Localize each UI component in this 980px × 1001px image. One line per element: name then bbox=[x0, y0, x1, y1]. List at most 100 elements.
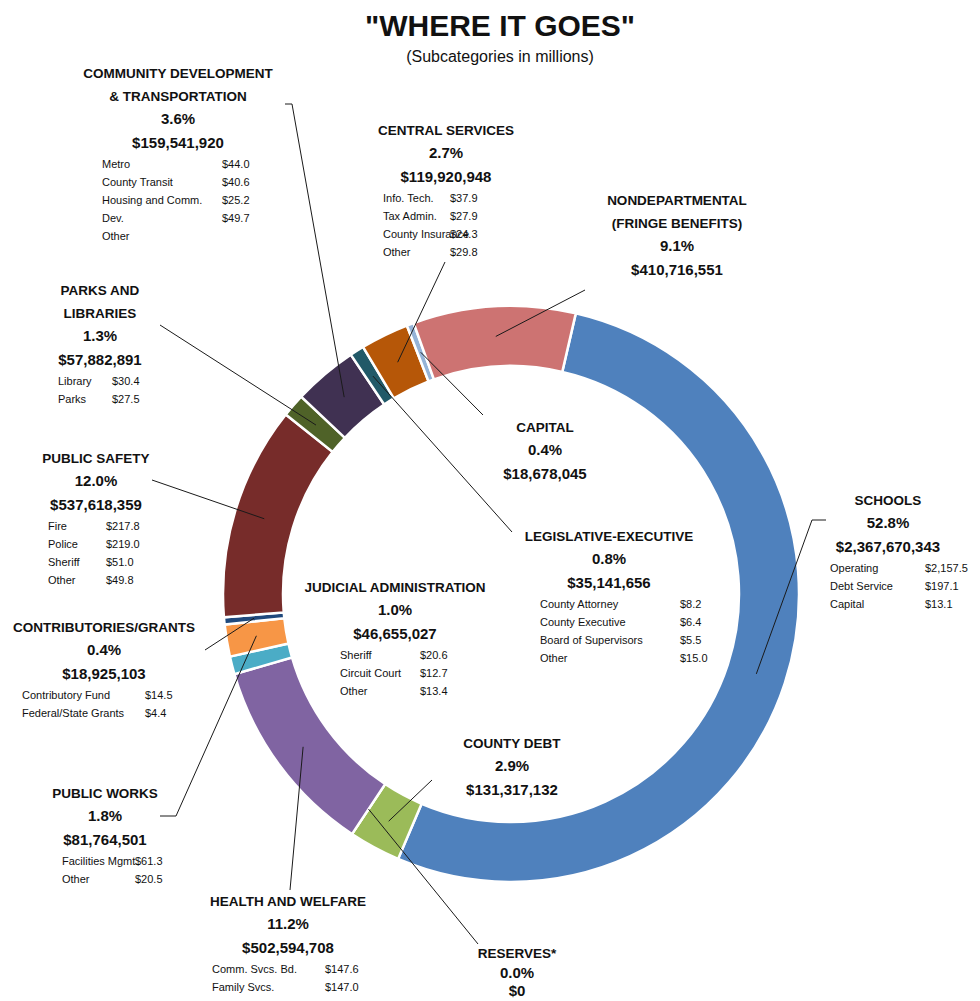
percent-label: 1.8% bbox=[88, 807, 122, 824]
amount-label: $537,618,359 bbox=[50, 496, 142, 513]
leader-line bbox=[421, 352, 483, 415]
subcategory-value: $14.5 bbox=[145, 689, 173, 701]
category-label: JUDICIAL ADMINISTRATION bbox=[304, 580, 485, 595]
amount-label: $119,920,948 bbox=[401, 168, 492, 185]
subcategory-value: $147.0 bbox=[325, 981, 359, 993]
category-label: PARKS AND LIBRARIES bbox=[61, 283, 140, 321]
leader-line bbox=[389, 780, 432, 821]
category-label: SCHOOLS bbox=[855, 493, 922, 508]
subcategory-value: $2,157.5 bbox=[925, 562, 968, 574]
category-label: HEALTH AND WELFARE bbox=[210, 894, 366, 909]
leader-line bbox=[756, 520, 826, 674]
amount-label: $35,141,656 bbox=[567, 574, 650, 591]
leader-lines bbox=[152, 104, 826, 944]
category-label: CONTRIBUTORIES/GRANTS bbox=[13, 620, 195, 635]
title: "WHERE IT GOES" bbox=[365, 9, 635, 42]
amount-label: $159,541,920 bbox=[132, 134, 224, 151]
leader-line bbox=[285, 104, 344, 397]
percent-label: 0.8% bbox=[592, 550, 626, 567]
subcategory-name: Library bbox=[58, 375, 92, 387]
slice bbox=[234, 657, 385, 834]
chart-svg: "WHERE IT GOES" (Subcategories in million… bbox=[0, 0, 980, 1001]
subcategory-name: Info. Tech. bbox=[383, 192, 434, 204]
donut bbox=[223, 306, 799, 882]
category-label: RESERVES* bbox=[478, 946, 557, 961]
category-label: COUNTY DEBT bbox=[463, 736, 561, 751]
category-label-line: PARKS AND bbox=[61, 283, 140, 298]
leader-line bbox=[398, 262, 445, 362]
subcategory-name: Other bbox=[540, 652, 568, 664]
subcategory-name: Contributory Fund bbox=[22, 689, 110, 701]
category-label: PUBLIC WORKS bbox=[52, 786, 158, 801]
subcategory-name: Parks bbox=[58, 393, 87, 405]
subcategory-value: $27.5 bbox=[112, 393, 140, 405]
percent-label: 11.2% bbox=[267, 915, 309, 932]
amount-label: $410,716,551 bbox=[631, 261, 723, 278]
amount-label: $18,925,103 bbox=[62, 665, 145, 682]
percent-label: 2.9% bbox=[495, 757, 529, 774]
subcategory-name: Operating bbox=[830, 562, 878, 574]
subcategory-value: $147.6 bbox=[325, 963, 359, 975]
subcategory-name: Metro bbox=[102, 158, 130, 170]
percent-label: 1.0% bbox=[378, 601, 412, 618]
subcategory-value: $219.0 bbox=[106, 538, 140, 550]
subcategory-name: Other bbox=[102, 230, 130, 242]
leader-line bbox=[160, 636, 256, 816]
subcategory-value: $49.7 bbox=[222, 212, 250, 224]
subcategory-value: $15.0 bbox=[680, 652, 708, 664]
subcategory-value: $30.4 bbox=[112, 375, 140, 387]
subcategory-value: $24.3 bbox=[450, 228, 478, 240]
subcategory-value: $44.0 bbox=[222, 158, 250, 170]
subcategory-name: Police bbox=[48, 538, 78, 550]
slice bbox=[398, 313, 799, 882]
subcategory-name: Family Svcs. bbox=[212, 981, 274, 993]
subcategory-name: Sheriff bbox=[48, 556, 81, 568]
category-label-line: COMMUNITY DEVELOPMENT bbox=[83, 66, 273, 81]
amount-label: $0 bbox=[509, 982, 526, 999]
leader-line bbox=[152, 480, 264, 519]
amount-label: $57,882,891 bbox=[58, 351, 141, 368]
leader-line bbox=[373, 376, 512, 532]
subcategory-name: County Transit bbox=[102, 176, 173, 188]
subcategory-value: $27.9 bbox=[450, 210, 478, 222]
subcategory-name: Comm. Svcs. Bd. bbox=[212, 963, 297, 975]
subcategory-value: $12.7 bbox=[420, 667, 448, 679]
subtitle: (Subcategories in millions) bbox=[406, 48, 594, 65]
subcategory-name: Other bbox=[383, 246, 411, 258]
percent-label: 0.0% bbox=[500, 964, 534, 981]
subcategory-name: Board of Supervisors bbox=[540, 634, 643, 646]
subcategory-name: Tax Admin. bbox=[383, 210, 437, 222]
percent-label: 1.3% bbox=[83, 327, 117, 344]
subcategory-name: County Attorney bbox=[540, 598, 619, 610]
subcategory-name: Other bbox=[62, 873, 90, 885]
percent-label: 12.0% bbox=[75, 472, 118, 489]
slice bbox=[414, 306, 576, 379]
amount-label: $131,317,132 bbox=[466, 781, 558, 798]
subcategory-value: $40.6 bbox=[222, 176, 250, 188]
percent-label: 0.4% bbox=[528, 441, 562, 458]
subcategory-name: Sheriff bbox=[340, 649, 373, 661]
category-label: PUBLIC SAFETY bbox=[42, 451, 149, 466]
category-label-line: NONDEPARTMENTAL bbox=[607, 193, 747, 208]
leader-line bbox=[160, 325, 316, 425]
chart-container: "WHERE IT GOES" (Subcategories in million… bbox=[0, 0, 980, 1001]
subcategory-value: $5.5 bbox=[680, 634, 701, 646]
amount-label: $18,678,045 bbox=[503, 465, 586, 482]
subcategory-name: Debt Service bbox=[830, 580, 893, 592]
subcategory-value: $49.8 bbox=[106, 574, 134, 586]
subcategory-value: $20.5 bbox=[135, 873, 163, 885]
category-label-line: & TRANSPORTATION bbox=[109, 89, 247, 104]
category-label-line: LIBRARIES bbox=[64, 306, 137, 321]
subcategory-value: $4.4 bbox=[145, 707, 166, 719]
subcategory-value: $13.1 bbox=[925, 598, 953, 610]
subcategory-name: Dev. bbox=[102, 212, 124, 224]
percent-label: 2.7% bbox=[429, 144, 463, 161]
subcategory-value: $197.1 bbox=[925, 580, 959, 592]
leader-line bbox=[369, 809, 478, 944]
subcategory-name: Other bbox=[340, 685, 368, 697]
leader-line bbox=[205, 618, 254, 650]
subcategory-name: Federal/State Grants bbox=[22, 707, 125, 719]
percent-label: 3.6% bbox=[161, 110, 195, 127]
subcategory-value: $29.8 bbox=[450, 246, 478, 258]
subcategory-name: County Executive bbox=[540, 616, 626, 628]
